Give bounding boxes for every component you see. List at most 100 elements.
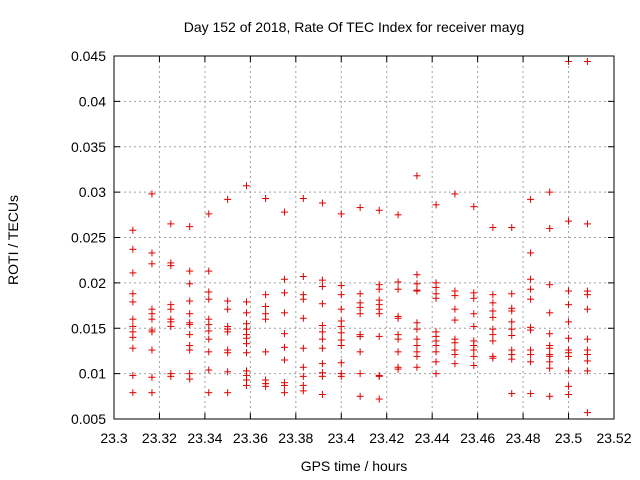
data-point: [280, 289, 288, 297]
data-point: [432, 283, 440, 291]
data-point: [243, 340, 250, 348]
data-point: [375, 206, 383, 214]
data-point: [432, 201, 440, 209]
data-point: [394, 278, 402, 286]
data-point: [356, 310, 364, 318]
data-point: [583, 220, 591, 228]
data-point: [413, 172, 421, 180]
data-point: [186, 346, 194, 354]
data-point: [413, 325, 421, 333]
data-point: [394, 365, 402, 373]
data-point: [337, 322, 345, 330]
data-point: [299, 387, 307, 395]
data-point: [224, 297, 232, 305]
data-point: [148, 328, 156, 336]
data-point: [318, 372, 326, 380]
data-point: [167, 372, 175, 380]
data-point: [413, 280, 421, 288]
data-point: [451, 360, 459, 368]
x-tick-label: 23.4: [328, 430, 355, 446]
data-point: [262, 348, 270, 356]
data-point: [129, 269, 137, 277]
data-point: [337, 291, 345, 299]
data-point: [470, 294, 478, 302]
data-point: [583, 335, 591, 343]
x-tick-label: 23.42: [369, 430, 404, 446]
grid: [114, 56, 614, 419]
data-point: [148, 190, 156, 198]
data-point: [432, 370, 440, 378]
data-point: [375, 285, 383, 293]
data-point: [356, 204, 364, 212]
x-tick-label: 23.44: [415, 430, 450, 446]
x-tick-label: 23.52: [596, 430, 631, 446]
data-point: [413, 352, 421, 360]
data-point: [356, 332, 364, 340]
data-point: [375, 310, 383, 318]
data-point: [394, 335, 402, 343]
data-point: [337, 282, 345, 290]
data-point: [527, 295, 535, 303]
data-point: [394, 314, 402, 322]
data-point: [470, 352, 478, 360]
data-point: [565, 334, 573, 342]
data-point: [470, 322, 478, 330]
data-point: [299, 273, 307, 281]
data-point: [262, 382, 270, 390]
data-point: [148, 389, 156, 397]
x-tick-label: 23.34: [187, 430, 222, 446]
data-point: [394, 211, 402, 219]
data-point: [129, 344, 137, 352]
data-point: [129, 226, 137, 234]
data-point: [262, 302, 270, 310]
data-point: [129, 389, 137, 397]
data-point: [432, 341, 440, 349]
data-point: [299, 363, 307, 371]
data-point: [527, 351, 535, 359]
data-point: [583, 409, 591, 417]
data-point: [451, 305, 459, 313]
data-point: [489, 307, 497, 315]
y-tick-label: 0.045: [71, 48, 106, 64]
data-point: [356, 348, 364, 356]
data-point: [527, 195, 535, 203]
data-point: [432, 358, 440, 366]
data-point: [205, 366, 213, 374]
data-point: [280, 208, 288, 216]
data-point: [508, 307, 516, 315]
data-point: [243, 298, 250, 306]
tick-labels: 23.3 23.32 23.34 23.36 23.38 23.4 23.42 23.44 23…: [71, 48, 632, 446]
y-tick-label: 0.03: [79, 184, 106, 200]
data-point: [224, 305, 232, 313]
data-point: [280, 356, 288, 364]
data-point: [318, 322, 326, 330]
data-point: [432, 348, 440, 356]
data-point: [451, 292, 459, 300]
data-point: [129, 245, 137, 253]
data-point: [583, 351, 591, 359]
data-point: [262, 315, 270, 323]
x-tick-label: 23.46: [460, 430, 495, 446]
x-tick-label: 23.38: [278, 430, 313, 446]
data-point: [565, 217, 573, 225]
data-point: [186, 223, 194, 231]
data-point: [205, 327, 213, 335]
data-point: [148, 249, 156, 257]
data-point: [565, 301, 573, 309]
data-point: [186, 280, 194, 288]
data-point: [546, 358, 554, 366]
data-point: [583, 305, 591, 313]
x-tick-label: 23.3: [100, 430, 127, 446]
data-point: [546, 330, 554, 338]
data-point: [337, 329, 345, 337]
data-point: [565, 318, 573, 326]
data-point: [451, 316, 459, 324]
data-point: [318, 283, 326, 291]
x-tick-label: 23.48: [506, 430, 541, 446]
data-point: [583, 357, 591, 365]
data-point: [167, 305, 175, 313]
data-point: [205, 321, 213, 329]
data-point: [508, 290, 516, 298]
y-axis-label: ROTI / TECUs: [5, 195, 21, 285]
